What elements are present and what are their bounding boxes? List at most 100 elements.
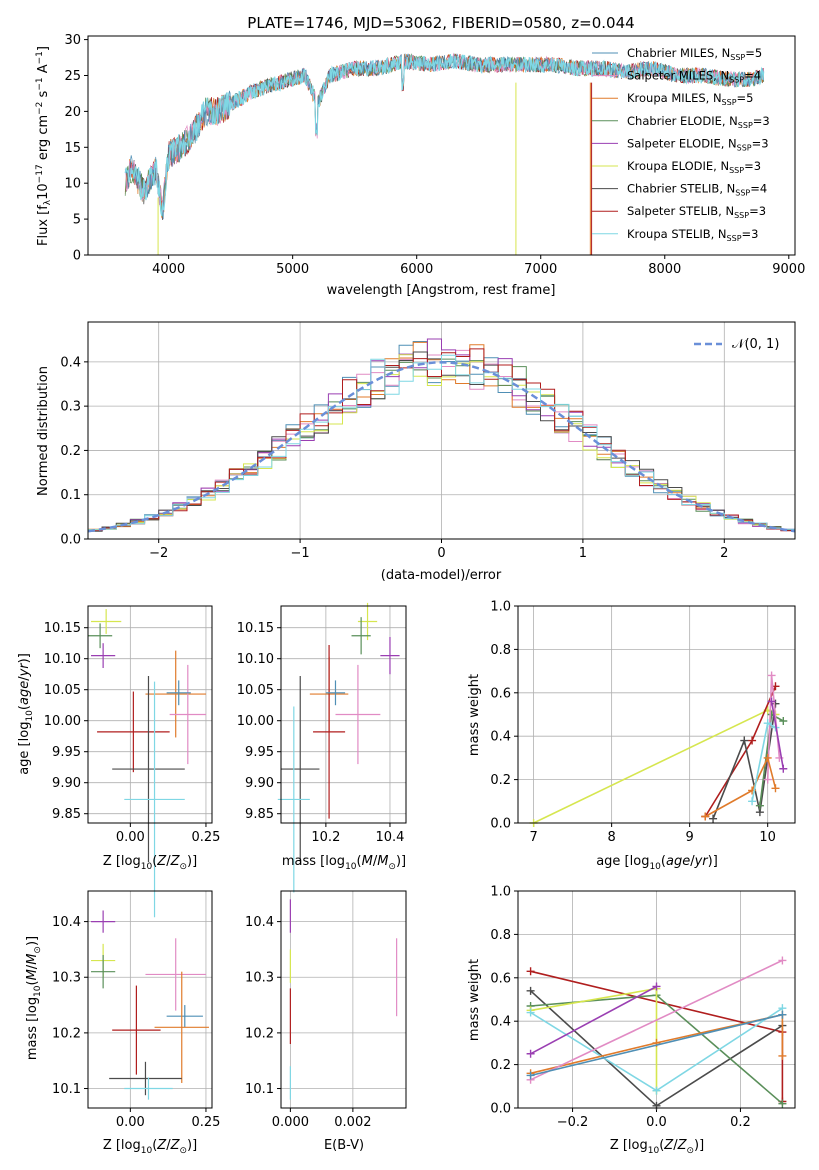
weight-line-salpeter_miles [530,959,783,1081]
y-tick-label: 10.1 [52,1082,81,1097]
legend-label: Kroupa MILES, NSSP=5 [627,91,753,107]
legend-label: Salpeter ELODIE, NSSP=3 [627,136,769,152]
y-tick-label: 9.95 [245,745,274,760]
y-tick-label: 10.05 [44,683,81,698]
weight-marker-kroupa_miles [763,753,772,762]
weight-marker-kroupa_miles [771,784,780,793]
y-tick-label: 10.00 [44,714,81,729]
mass-vs-metallicity-panel: 0.00 0.25 10.1 10.2 10.3 10.4 [52,890,220,1130]
x-tick-label: −0.2 [557,1115,589,1130]
spectrum-line-kroupa_stelib [124,53,765,217]
mass-vs-ebv-panel: 0.000 0.002 10.1 10.2 10.3 10.4 [245,890,407,1130]
mass-vs-ebv-xlabel: E(B-V) [324,1138,364,1153]
y-tick-label: 10.4 [245,915,274,930]
weight-line-chabrier_miles [530,1013,783,1077]
weight-marker-salpeter_miles [778,956,787,965]
age-vs-metallicity-panel: 0.00 0.25 9.85 9.90 9.95 10.00 10.05 10.10 10.15 [44,605,220,918]
y-tick-label: 0.0 [490,1102,511,1117]
weight-marker-chabrier_miles [526,1071,535,1080]
axes-frame [87,890,213,1109]
y-tick-label: 10.10 [44,652,81,667]
axes-frame [517,605,796,824]
weight-marker-chabrier_elodie [779,717,788,726]
y-tick-label: 0.4 [490,730,511,745]
weight-marker-kroupa_stelib [763,719,772,728]
x-tick-label: −1 [291,546,310,561]
x-tick-label: 9000 [772,262,805,277]
histogram-salpeter_stelib [88,348,795,532]
weight-marker-salpeter_elodie [779,764,788,773]
weight-marker-kroupa_miles [778,1051,787,1060]
y-tick-label: 0.4 [490,1015,511,1030]
legend-label: Kroupa STELIB, NSSP=3 [627,227,758,243]
weight-vs-metallicity-panel: −0.2 0.0 0.2 0.0 0.2 0.4 0.6 0.8 1.0 [490,885,796,1130]
x-tick-label: 4000 [152,262,185,277]
x-tick-label: 8 [607,830,615,845]
x-tick-label: 10.2 [311,830,340,845]
y-tick-label: 10.05 [237,683,274,698]
x-tick-label: 9 [686,830,694,845]
weight-marker-salpeter_elodie [526,1049,535,1058]
axes-frame [87,605,213,824]
weight-marker-salpeter_miles [763,775,772,784]
x-tick-label: 10.4 [375,830,404,845]
weight-marker-chabrier_miles [778,1010,787,1019]
x-tick-label: 8000 [648,262,681,277]
x-tick-label: 6000 [400,262,433,277]
x-tick-label: 10 [759,830,776,845]
weight-vs-age-panel: 7 8 9 10 0.0 0.2 0.4 0.6 0.8 1.0 [490,600,796,845]
y-tick-label: 9.95 [52,745,81,760]
y-tick-label: 10.4 [52,915,81,930]
y-tick-label: 0.2 [490,773,511,788]
y-tick-label: 9.85 [52,807,81,822]
x-tick-label: −2 [149,546,168,561]
x-tick-label: 0.002 [334,1115,371,1130]
weight-marker-salpeter_elodie [652,982,661,991]
weight-marker-kroupa_stelib [526,1008,535,1017]
weight-line-salpeter_elodie [530,985,657,1055]
y-tick-label: 15 [64,141,81,156]
spectrum-title: PLATE=1746, MJD=53062, FIBERID=0580, z=0… [247,14,634,32]
y-tick-label: 0.2 [60,444,81,459]
x-tick-label: 0.000 [272,1115,309,1130]
y-tick-label: 0.1 [60,488,81,503]
weight-marker-kroupa_stelib [652,1086,661,1095]
weight-marker-chabrier_elodie [778,1099,787,1108]
weight-line-kroupa_elodie [533,709,776,824]
y-tick-label: 0 [73,249,81,264]
weight-vs-z-xlabel: Z [log10(Z/Z⊙)] [610,1138,704,1156]
legend-label: Salpeter STELIB, NSSP=3 [627,204,766,220]
y-tick-label: 10.3 [52,971,81,986]
residual-xlabel: (data-model)/error [381,568,502,583]
histogram-kroupa_stelib [88,354,795,531]
y-tick-label: 0.0 [60,533,81,548]
weight-vs-z-ylabel: mass weight [467,959,482,1041]
x-tick-label: 0.0 [646,1115,667,1130]
axes-frame [517,890,796,1109]
spectrum-ylabel: Flux [fλ10−17 erg cm−2 s−1 A−1] [35,46,53,246]
y-tick-label: 0.6 [490,686,511,701]
x-tick-label: 0.2 [730,1115,751,1130]
x-tick-label: 2 [720,546,728,561]
y-tick-label: 0.3 [60,400,81,415]
weight-marker-chabrier_stelib [740,736,749,745]
x-tick-label: 7 [529,830,537,845]
normal-legend-label: 𝒩(0, 1) [732,337,779,352]
x-tick-label: 0.00 [116,830,145,845]
y-tick-label: 10.15 [44,621,81,636]
y-tick-label: 0.8 [490,643,511,658]
y-tick-label: 5 [73,213,81,228]
age-vs-mass-xlabel: mass [log10(M/M⊙)] [282,854,406,872]
x-tick-label: 0.25 [191,830,220,845]
y-tick-label: 10.2 [52,1026,81,1041]
y-tick-label: 9.90 [52,776,81,791]
y-tick-label: 0.0 [490,817,511,832]
age-vs-z-xlabel: Z [log10(Z/Z⊙)] [103,854,197,872]
y-tick-label: 9.85 [245,807,274,822]
weight-marker-chabrier_stelib [709,814,718,823]
age-vs-z-ylabel: age [log10(age/yr)] [17,653,35,775]
x-tick-label: 0.25 [191,1115,220,1130]
normal-curve [87,361,796,533]
y-tick-label: 0.4 [60,355,81,370]
